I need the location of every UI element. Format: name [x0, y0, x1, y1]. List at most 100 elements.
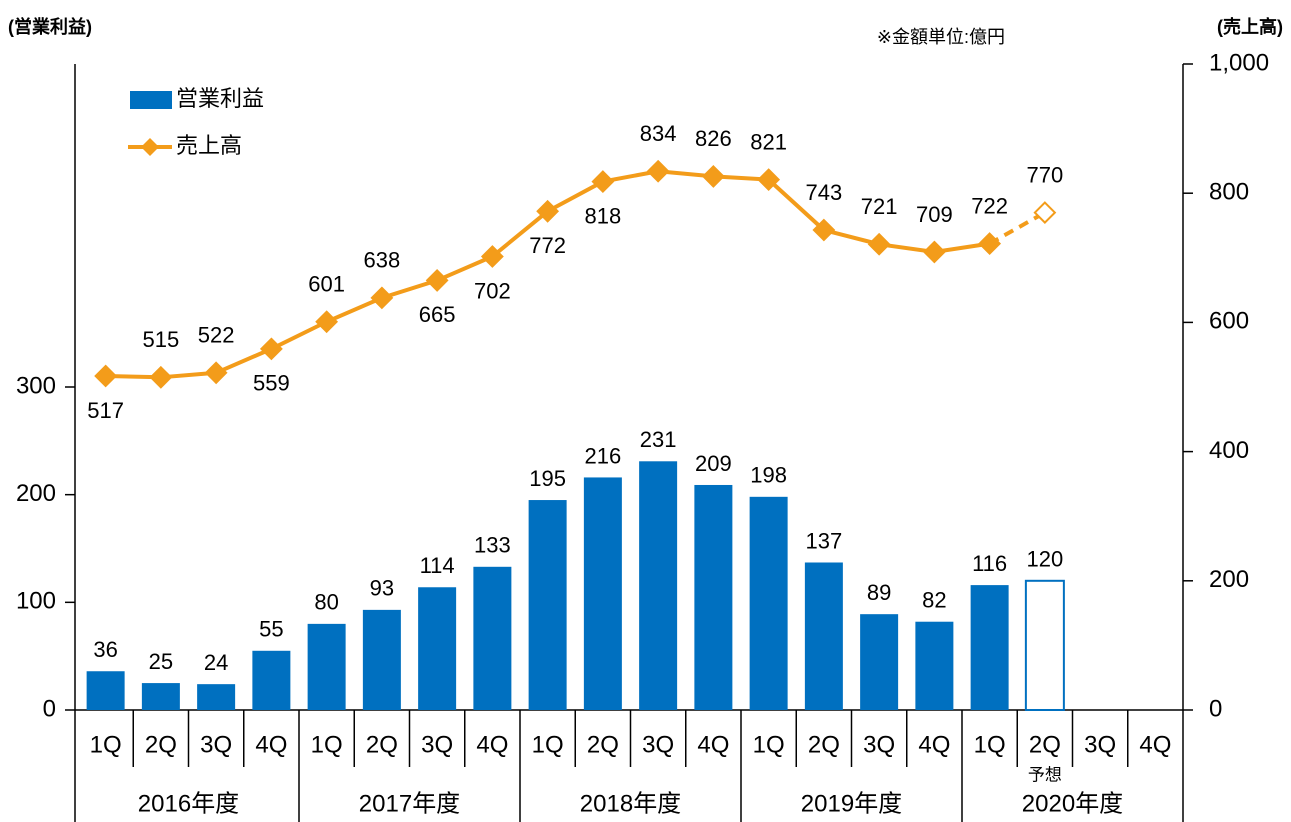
- y2-tick-label: 0: [1209, 695, 1222, 722]
- line-value-label: 515: [143, 327, 180, 352]
- x-tick-label: 4Q: [476, 731, 508, 758]
- bar: [307, 623, 346, 710]
- x-tick-label: 2Q: [808, 731, 840, 758]
- bar-value-label: 82: [922, 588, 946, 613]
- bar-value-label: 55: [259, 617, 283, 642]
- line-value-label: 517: [87, 398, 124, 423]
- line-value-label: 743: [806, 180, 843, 205]
- line-marker: [259, 337, 283, 361]
- bar: [362, 609, 401, 710]
- x-tick-label: 2Q: [1029, 731, 1061, 758]
- bar: [804, 562, 843, 710]
- y2-tick-label: 600: [1209, 308, 1249, 335]
- bar: [86, 671, 125, 710]
- x-tick-label: 3Q: [642, 731, 674, 758]
- line-marker: [922, 240, 946, 264]
- legend-swatch: [130, 91, 172, 109]
- line-marker: [591, 170, 615, 193]
- bar-value-label: 137: [806, 528, 843, 553]
- x-tick-label: 2Q: [366, 731, 398, 758]
- line-marker: [701, 164, 725, 188]
- bar-value-label: 89: [867, 580, 891, 605]
- x-tick-label: 4Q: [1139, 731, 1171, 758]
- bar: [749, 496, 788, 710]
- bar: [915, 621, 954, 710]
- bar: [583, 477, 622, 710]
- line-marker: [204, 361, 228, 385]
- line-value-label: 821: [750, 129, 787, 154]
- line-value-label: 665: [419, 302, 456, 327]
- line-value-label: 770: [1027, 162, 1064, 187]
- x-tick-label: 3Q: [200, 731, 232, 758]
- line-marker: [94, 364, 118, 388]
- x-tick-label: 2Q: [145, 731, 177, 758]
- group-label: 2016年度: [138, 790, 239, 817]
- bar-value-label: 36: [93, 637, 117, 662]
- category-note: 予想: [1028, 765, 1062, 784]
- x-tick-label: 1Q: [753, 731, 785, 758]
- legend-label: 営業利益: [176, 86, 264, 111]
- bar-value-label: 120: [1027, 547, 1064, 572]
- bar: [418, 587, 457, 710]
- bar-value-label: 231: [640, 427, 677, 452]
- x-tick-label: 3Q: [863, 731, 895, 758]
- line-marker: [149, 365, 173, 389]
- bar: [528, 500, 567, 710]
- group-label: 2017年度: [359, 790, 460, 817]
- bar-value-label: 195: [529, 466, 566, 491]
- bar: [252, 650, 291, 710]
- line-marker: [978, 232, 1002, 256]
- bar-value-label: 93: [370, 576, 394, 601]
- bar-value-label: 216: [585, 443, 622, 468]
- bar-value-label: 24: [204, 650, 228, 675]
- y-tick-label: 200: [16, 480, 56, 507]
- x-tick-label: 2Q: [587, 731, 619, 758]
- legend-label: 売上高: [176, 133, 242, 158]
- y2-axis-label: (売上高): [1217, 16, 1283, 37]
- line-value-label: 522: [198, 323, 235, 348]
- x-tick-label: 3Q: [1084, 731, 1116, 758]
- line-value-label: 722: [971, 193, 1008, 218]
- group-label: 2018年度: [580, 790, 681, 817]
- bar-value-label: 198: [750, 463, 787, 488]
- bar: [141, 683, 180, 710]
- y2-tick-label: 200: [1209, 566, 1249, 593]
- bar-value-label: 80: [314, 590, 338, 615]
- line-marker: [646, 159, 670, 183]
- bar: [197, 684, 236, 710]
- legend-marker: [141, 138, 159, 156]
- line-value-label: 772: [529, 233, 566, 258]
- line-marker: [536, 199, 560, 223]
- y2-tick-label: 400: [1209, 437, 1249, 464]
- bar: [694, 484, 733, 710]
- bar: [860, 614, 899, 710]
- x-tick-label: 1Q: [311, 731, 343, 758]
- line-marker: [867, 232, 891, 256]
- line-value-label: 638: [364, 248, 401, 273]
- bar-value-label: 133: [474, 533, 511, 558]
- line-marker: [757, 168, 781, 192]
- line-value-label: 834: [640, 121, 677, 146]
- line-value-label: 601: [308, 272, 345, 297]
- bar-value-label: 116: [972, 551, 1007, 576]
- line-marker: [425, 268, 449, 292]
- x-tick-label: 4Q: [697, 731, 729, 758]
- line-marker: [1033, 201, 1057, 224]
- bar-value-label: 209: [695, 451, 732, 476]
- x-tick-label: 4Q: [918, 731, 950, 758]
- note: ※金額単位:億円: [877, 27, 1005, 47]
- y-tick-label: 300: [16, 372, 56, 399]
- line-value-label: 702: [474, 278, 511, 303]
- x-tick-label: 3Q: [421, 731, 453, 758]
- forecast-line: [988, 210, 1046, 246]
- bar: [970, 585, 1009, 710]
- bar: [1024, 579, 1065, 711]
- line-value-label: 559: [253, 371, 290, 396]
- line-value-label: 826: [695, 126, 732, 151]
- y2-tick-label: 1,000: [1209, 49, 1269, 76]
- line-value-label: 709: [916, 202, 953, 227]
- line-marker: [315, 310, 339, 334]
- line-marker: [812, 218, 836, 242]
- bar: [639, 461, 678, 710]
